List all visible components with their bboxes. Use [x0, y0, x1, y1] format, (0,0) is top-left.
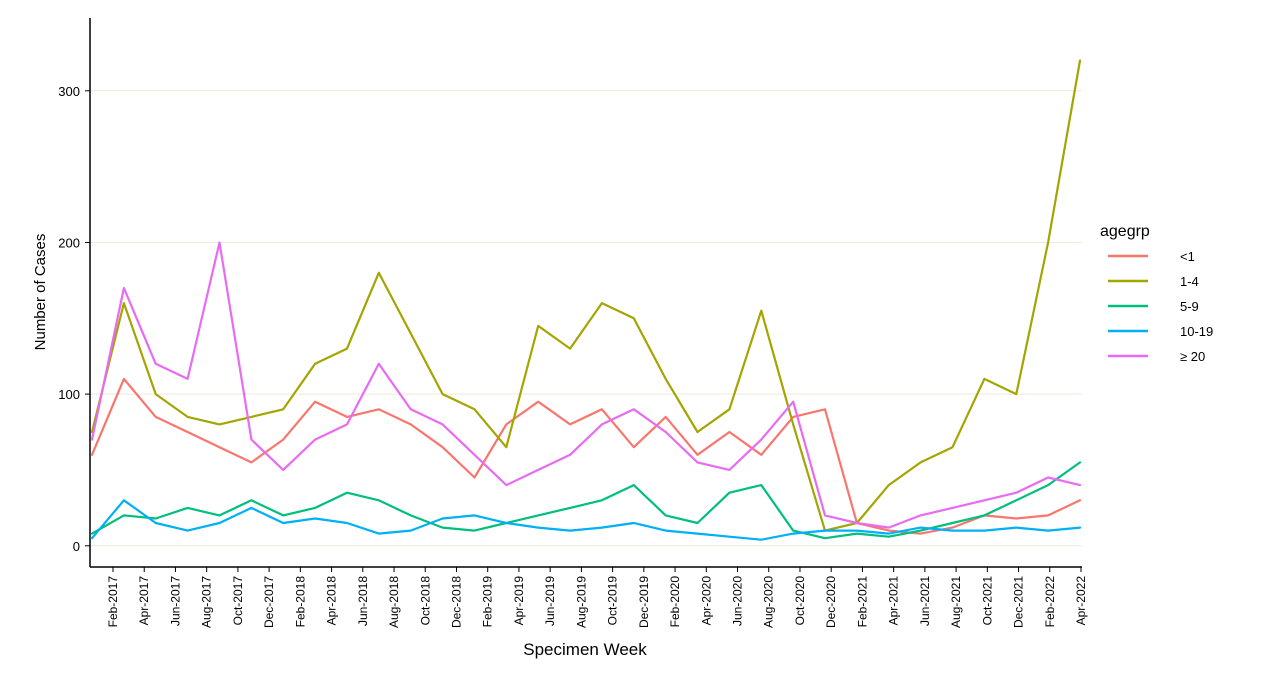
- x-tick-label: Dec-2020: [824, 576, 838, 628]
- x-axis-title: Specimen Week: [523, 640, 647, 659]
- x-tick-label: Feb-2019: [481, 576, 495, 628]
- y-tick-label: 200: [58, 235, 80, 250]
- gridlines: [90, 90, 1082, 547]
- x-tick-label: Aug-2017: [200, 576, 214, 628]
- x-tick-label: Dec-2021: [1012, 576, 1026, 628]
- x-tick-label: Feb-2018: [293, 576, 307, 628]
- x-tick-label: Apr-2017: [137, 576, 151, 626]
- y-tick-label: 0: [73, 539, 80, 554]
- x-tick-label: Jun-2018: [356, 576, 370, 626]
- x-tick-label: Dec-2017: [262, 576, 276, 628]
- x-tick-label: Aug-2020: [762, 576, 776, 628]
- x-tick-label: Feb-2020: [668, 576, 682, 628]
- axes: [85, 18, 1082, 572]
- legend-label: <1: [1180, 249, 1195, 264]
- x-tick-label: Aug-2021: [949, 576, 963, 628]
- x-tick-label: Jun-2017: [168, 576, 182, 626]
- x-tick-label: Oct-2017: [231, 576, 245, 626]
- series-line-10-19: [90, 499, 1082, 541]
- x-tick-label: Apr-2020: [699, 576, 713, 626]
- x-tick-label: Apr-2022: [1074, 576, 1088, 626]
- x-tick-label: Apr-2021: [887, 576, 901, 626]
- series-line-5-9: [90, 461, 1082, 540]
- x-tick-label: Dec-2019: [637, 576, 651, 628]
- legend-items: <1 1-4 5-9 10-19 ≥ 20: [1108, 249, 1213, 364]
- series-lines: [90, 59, 1082, 541]
- legend-label: 10-19: [1180, 324, 1213, 339]
- legend-label: 5-9: [1180, 299, 1199, 314]
- x-tick-label: Oct-2019: [606, 576, 620, 626]
- x-tick-label: Aug-2019: [574, 576, 588, 628]
- x-tick-label: Aug-2018: [387, 576, 401, 628]
- tick-labels: 0 100 200 300 Feb-2017 Apr-2017 Jun-2017 Aug-20…: [58, 84, 1088, 628]
- y-tick-label: 300: [58, 84, 80, 99]
- x-tick-label: Feb-2022: [1043, 576, 1057, 628]
- legend: agegrp <1 1-4 5-9 10-19 ≥ 20: [1100, 223, 1213, 364]
- x-tick-label: Apr-2019: [512, 576, 526, 626]
- x-tick-label: Jun-2019: [543, 576, 557, 626]
- x-tick-label: Oct-2021: [980, 576, 994, 626]
- x-tick-label: Oct-2020: [793, 576, 807, 626]
- x-tick-label: Feb-2021: [855, 576, 869, 628]
- series-line-≥ 20: [90, 241, 1082, 529]
- legend-label: 1-4: [1180, 274, 1199, 289]
- x-tick-label: Jun-2020: [731, 576, 745, 626]
- x-tick-label: Feb-2017: [106, 576, 120, 628]
- y-axis-title: Number of Cases: [32, 234, 49, 351]
- legend-label: ≥ 20: [1180, 349, 1205, 364]
- x-tick-label: Apr-2018: [325, 576, 339, 626]
- x-tick-label: Oct-2018: [418, 576, 432, 626]
- series-line-<1: [90, 377, 1082, 535]
- x-tick-label: Dec-2018: [449, 576, 463, 628]
- legend-title: agegrp: [1100, 223, 1150, 240]
- series-line-1-4: [90, 59, 1082, 532]
- y-tick-label: 100: [58, 387, 80, 402]
- x-tick-label: Jun-2021: [918, 576, 932, 626]
